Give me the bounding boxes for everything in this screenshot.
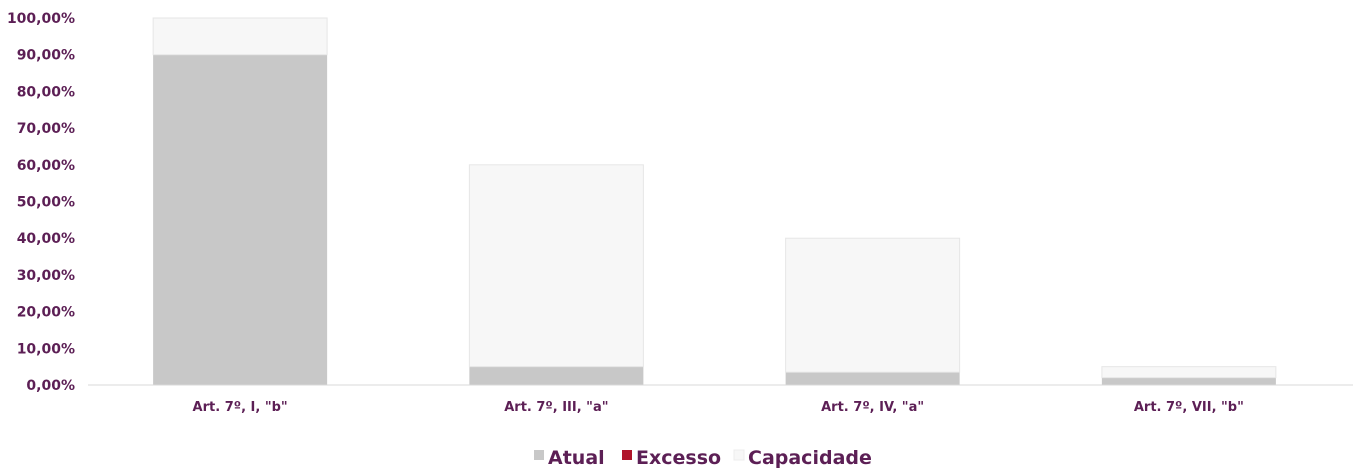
x-tick-label: Art. 7º, I, "b" (193, 400, 288, 415)
x-tick-label: Art. 7º, III, "a" (504, 400, 608, 415)
y-tick-label: 40,00% (17, 231, 75, 247)
y-tick-label: 30,00% (17, 268, 75, 284)
y-tick-label: 20,00% (17, 305, 75, 321)
legend: Atual Excesso Capacidade (534, 447, 872, 469)
legend-swatch-atual (534, 450, 544, 460)
y-tick-label: 90,00% (17, 48, 75, 64)
legend-label-capacidade: Capacidade (748, 447, 872, 469)
y-tick-label: 100,00% (7, 11, 75, 27)
bars-group (152, 17, 1277, 385)
legend-swatch-capacidade (733, 449, 745, 461)
legend-swatch-excesso (622, 450, 632, 460)
x-tick-label: Art. 7º, VII, "b" (1134, 400, 1244, 415)
bar-capacidade (468, 164, 644, 368)
legend-label-excesso: Excesso (636, 447, 721, 469)
bar-atual (469, 366, 644, 385)
bar-atual (153, 54, 328, 385)
bar-atual (785, 372, 960, 385)
y-tick-label: 60,00% (17, 158, 75, 174)
x-tick-label: Art. 7º, IV, "a" (821, 400, 924, 415)
y-tick-label: 50,00% (17, 195, 75, 211)
y-tick-label: 10,00% (17, 341, 75, 357)
bar-atual (1101, 377, 1276, 385)
bar-capacidade (152, 17, 328, 56)
y-tick-label: 70,00% (17, 121, 75, 137)
legend-label-atual: Atual (548, 447, 605, 469)
bar-capacidade (1101, 366, 1277, 379)
y-tick-label: 0,00% (26, 378, 75, 394)
y-axis-ticks: 0,00% 10,00% 20,00% 30,00% 40,00% 50,00% 60,00… (7, 11, 75, 394)
x-axis-labels: Art. 7º, I, "b" Art. 7º, III, "a" Art. 7º,… (193, 400, 1244, 415)
y-tick-label: 80,00% (17, 84, 75, 100)
bar-capacidade (785, 237, 961, 373)
